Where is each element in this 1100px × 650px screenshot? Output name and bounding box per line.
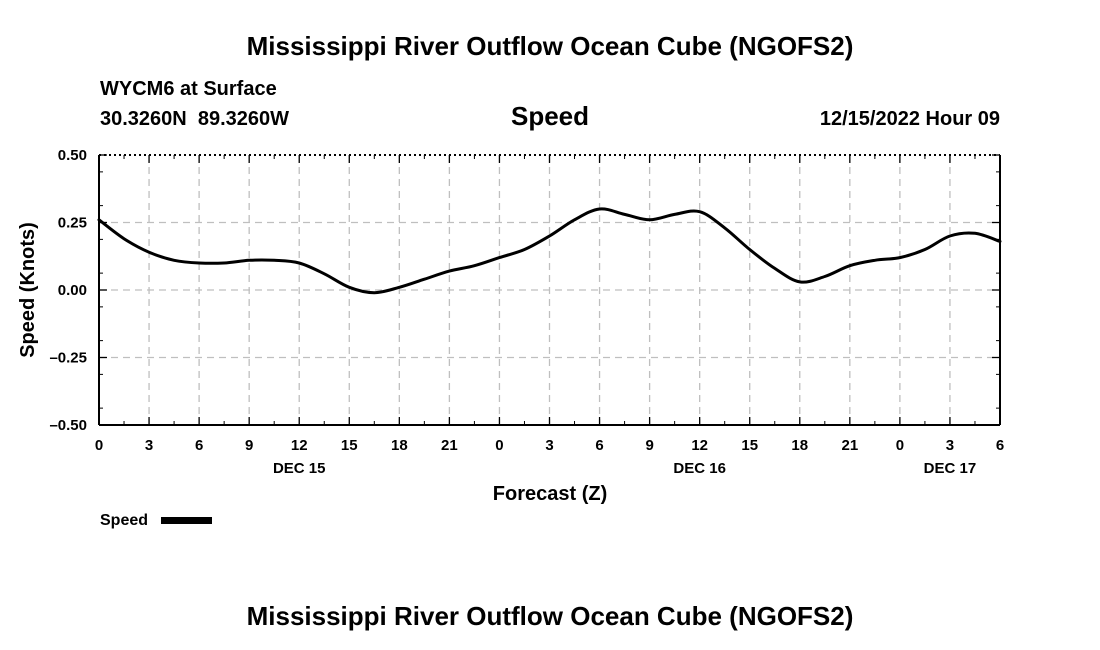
y-axis-ticks: –0.50 –0.25 0.00 0.25 0.50 xyxy=(49,147,1000,434)
station-coordinates: 30.3260N 89.3260W xyxy=(100,108,289,130)
grid-lines xyxy=(99,155,1000,425)
x-tick-label: 15 xyxy=(341,437,358,454)
x-tick-label: 3 xyxy=(545,437,553,454)
date-label: DEC 16 xyxy=(673,460,726,477)
date-labels: DEC 15 DEC 16 DEC 17 xyxy=(273,460,976,477)
x-tick-label: 18 xyxy=(791,437,808,454)
x-tick-label: 15 xyxy=(741,437,758,454)
legend-swatch xyxy=(161,517,212,524)
x-tick-label: 0 xyxy=(95,437,103,454)
x-tick-label: 12 xyxy=(691,437,708,454)
y-axis-label: Speed (Knots) xyxy=(17,222,39,358)
x-tick-label: 9 xyxy=(245,437,253,454)
date-label: DEC 15 xyxy=(273,460,326,477)
footer-title: Mississippi River Outflow Ocean Cube (NG… xyxy=(247,601,854,631)
y-tick-label: 0.00 xyxy=(58,282,87,299)
x-tick-label: 0 xyxy=(495,437,503,454)
legend: Speed xyxy=(100,512,212,529)
speed-series-line xyxy=(97,207,1002,295)
x-tick-label: 3 xyxy=(145,437,153,454)
x-tick-label: 12 xyxy=(291,437,308,454)
date-label: DEC 17 xyxy=(924,460,977,477)
x-tick-label: 0 xyxy=(896,437,904,454)
legend-label: Speed xyxy=(100,512,148,529)
x-tick-label: 6 xyxy=(195,437,203,454)
x-tick-label: 9 xyxy=(645,437,653,454)
y-tick-label: –0.50 xyxy=(49,417,87,434)
x-tick-label: 18 xyxy=(391,437,408,454)
x-tick-label: 6 xyxy=(595,437,603,454)
x-tick-label: 3 xyxy=(946,437,954,454)
x-tick-label: 21 xyxy=(441,437,458,454)
variable-title: Speed xyxy=(511,101,589,131)
data-series xyxy=(97,207,1002,295)
forecast-datetime: 12/15/2022 Hour 09 xyxy=(820,108,1000,130)
x-tick-label: 6 xyxy=(996,437,1004,454)
station-label: WYCM6 at Surface xyxy=(100,78,277,100)
y-tick-label: 0.50 xyxy=(58,147,87,164)
x-axis-ticks: 0 3 6 9 12 15 18 21 0 3 6 9 12 15 18 21 0 3 6 xyxy=(95,155,1004,454)
x-tick-label: 21 xyxy=(841,437,858,454)
y-tick-label: 0.25 xyxy=(58,215,87,232)
chart-title: Mississippi River Outflow Ocean Cube (NG… xyxy=(247,31,854,61)
y-tick-label: –0.25 xyxy=(49,350,87,367)
x-axis-label: Forecast (Z) xyxy=(493,483,607,505)
